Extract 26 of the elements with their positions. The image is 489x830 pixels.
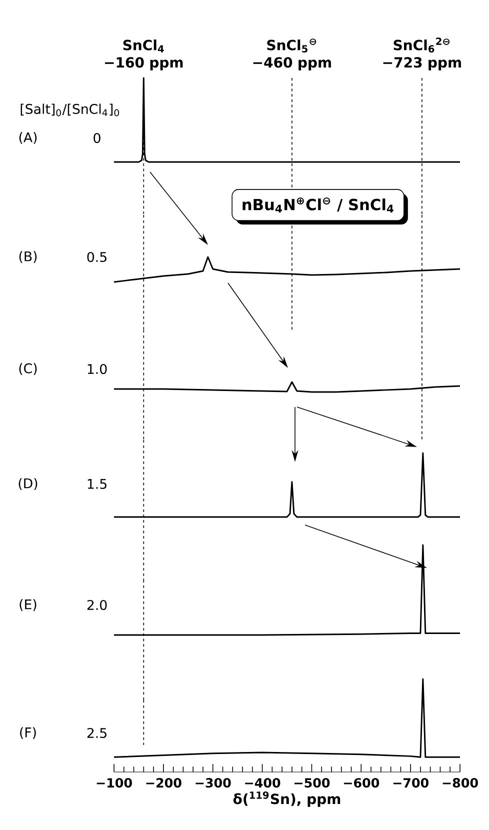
text: 1.5 (88, 479, 106, 489)
ref-line-label: SnCl$_{4}$ −160 ppm (105, 40, 183, 70)
text: SnCl$_{5}$⊖ −460 ppm (253, 38, 331, 70)
text: (B) (19, 251, 37, 263)
x-tick-label: −300 (196, 778, 231, 788)
x-tick-label: −400 (245, 778, 280, 788)
text: 0.5 (87, 252, 106, 262)
text: (F) (20, 727, 36, 739)
text: nBu$_{4}$N$^{⊕}$Cl$^{⊖}$ / SnCl$_{4}$ (242, 197, 394, 213)
x-tick-label: −600 (344, 778, 380, 788)
x-tick-label: −200 (146, 778, 182, 788)
text: (A) (19, 132, 37, 144)
text: (C) (19, 363, 37, 375)
annotation: [Salt]$_{0}$/[SnCl$_{4}$]$_{0}$ (20, 104, 119, 116)
text: SnCl$_{6}$2⊖ −723 ppm (383, 38, 461, 70)
text: (D) (18, 478, 38, 490)
x-tick-label: −100 (96, 778, 132, 788)
x-tick-label: −700 (393, 778, 429, 788)
text: (E) (20, 599, 36, 611)
text: 1.0 (88, 364, 107, 374)
x-tick-label: −800 (442, 778, 478, 788)
text: 0 (94, 132, 100, 144)
x-axis-title: δ($^{119}$Sn), ppm (233, 791, 340, 807)
text: 2.0 (87, 600, 107, 610)
text: 2.5 (87, 728, 106, 738)
x-tick-label: −500 (294, 778, 330, 788)
